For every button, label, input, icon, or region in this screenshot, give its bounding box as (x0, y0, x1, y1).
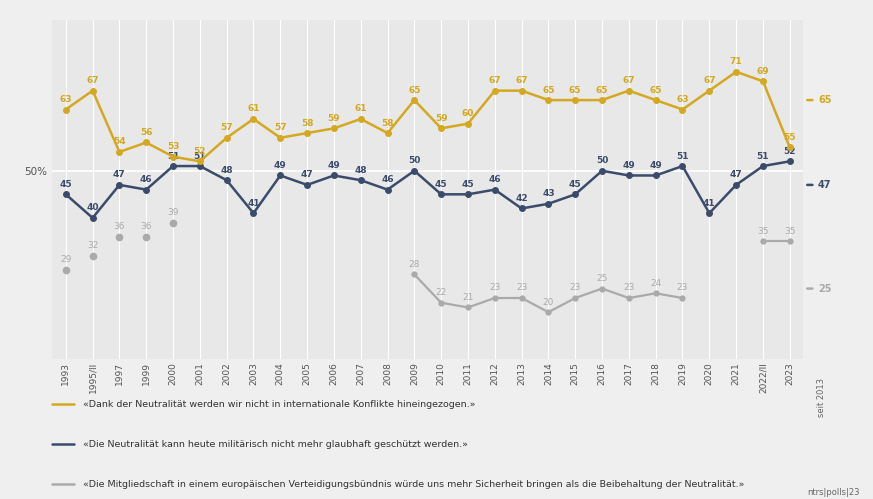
Text: 39: 39 (168, 208, 179, 217)
Text: 50: 50 (596, 156, 608, 165)
Text: 46: 46 (489, 175, 501, 184)
Text: 45: 45 (462, 180, 474, 189)
Text: 45: 45 (435, 180, 448, 189)
Text: «Dank der Neutralität werden wir nicht in internationale Konflikte hineingezogen: «Dank der Neutralität werden wir nicht i… (83, 400, 475, 409)
Text: 71: 71 (730, 57, 742, 66)
Text: 42: 42 (515, 194, 528, 203)
Text: 47: 47 (730, 170, 743, 179)
Text: 67: 67 (489, 76, 501, 85)
Text: 21: 21 (463, 293, 474, 302)
Text: 35: 35 (757, 227, 769, 236)
Text: 46: 46 (140, 175, 153, 184)
Text: 57: 57 (220, 123, 233, 132)
Text: 55: 55 (783, 133, 796, 142)
Text: 47: 47 (300, 170, 313, 179)
Text: 58: 58 (382, 118, 394, 128)
Text: 41: 41 (703, 199, 716, 208)
Text: 49: 49 (274, 161, 286, 170)
Text: 48: 48 (220, 166, 233, 175)
Text: 52: 52 (194, 147, 206, 156)
Text: 43: 43 (542, 189, 554, 198)
Text: 35: 35 (784, 227, 795, 236)
Text: 67: 67 (515, 76, 528, 85)
Text: 51: 51 (194, 152, 206, 161)
Text: 67: 67 (703, 76, 716, 85)
Text: 63: 63 (677, 95, 689, 104)
Text: 47: 47 (113, 170, 126, 179)
Text: 25: 25 (596, 274, 608, 283)
Text: 23: 23 (623, 283, 635, 292)
Text: 23: 23 (677, 283, 688, 292)
Text: 53: 53 (167, 142, 179, 151)
Text: 65: 65 (595, 85, 608, 94)
Text: 48: 48 (354, 166, 367, 175)
Text: 63: 63 (59, 95, 72, 104)
Text: 24: 24 (650, 279, 662, 288)
Text: 47: 47 (818, 180, 831, 190)
Text: 23: 23 (489, 283, 500, 292)
Text: 52: 52 (783, 147, 796, 156)
Text: 51: 51 (677, 152, 689, 161)
Text: 46: 46 (382, 175, 394, 184)
Text: 23: 23 (569, 283, 581, 292)
Text: 32: 32 (87, 241, 99, 250)
Text: 54: 54 (113, 137, 126, 146)
Text: 57: 57 (274, 123, 286, 132)
Text: 36: 36 (141, 222, 152, 231)
Text: ntrs|polls|23: ntrs|polls|23 (808, 488, 860, 497)
Text: 45: 45 (569, 180, 581, 189)
Text: 49: 49 (622, 161, 636, 170)
Text: 23: 23 (516, 283, 527, 292)
Text: 41: 41 (247, 199, 260, 208)
Text: 58: 58 (301, 118, 313, 128)
Text: 61: 61 (247, 104, 260, 113)
Text: 61: 61 (354, 104, 367, 113)
Text: 59: 59 (435, 114, 448, 123)
Text: 45: 45 (59, 180, 72, 189)
Text: 49: 49 (327, 161, 340, 170)
Text: 65: 65 (569, 85, 581, 94)
Text: 28: 28 (409, 260, 420, 269)
Text: 49: 49 (650, 161, 662, 170)
Text: 51: 51 (757, 152, 769, 161)
Text: 51: 51 (167, 152, 179, 161)
Text: 22: 22 (436, 288, 447, 297)
Text: 65: 65 (542, 85, 554, 94)
Text: «Die Mitgliedschaft in einem europäischen Verteidigungsbündnis würde uns mehr Si: «Die Mitgliedschaft in einem europäische… (83, 480, 745, 489)
Text: 20: 20 (543, 297, 554, 306)
Text: 69: 69 (757, 67, 769, 76)
Text: seit 2013: seit 2013 (817, 378, 827, 417)
Text: «Die Neutralität kann heute militärisch nicht mehr glaubhaft geschützt werden.»: «Die Neutralität kann heute militärisch … (83, 440, 468, 449)
Text: 36: 36 (113, 222, 125, 231)
Text: 65: 65 (650, 85, 662, 94)
Text: 60: 60 (462, 109, 474, 118)
Text: 59: 59 (327, 114, 340, 123)
Text: 65: 65 (408, 85, 421, 94)
Text: 65: 65 (818, 95, 831, 105)
Text: 40: 40 (86, 203, 99, 213)
Text: 56: 56 (140, 128, 153, 137)
Text: 67: 67 (86, 76, 99, 85)
Text: 67: 67 (622, 76, 636, 85)
Text: 29: 29 (60, 255, 72, 264)
Text: 50: 50 (409, 156, 421, 165)
Text: 25: 25 (818, 283, 831, 293)
